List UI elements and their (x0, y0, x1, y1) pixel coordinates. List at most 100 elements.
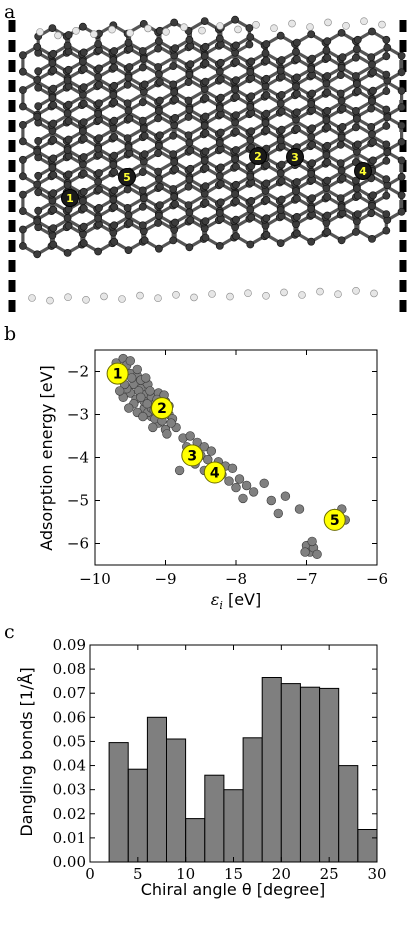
y-tick-label: 0.06 (53, 708, 86, 726)
hydrogen-atom (288, 19, 296, 28)
carbon-atom (292, 212, 301, 221)
bar (242, 737, 263, 863)
hydrogen-atom (378, 20, 386, 29)
carbon-atom (215, 139, 224, 147)
carbon-atom (382, 70, 391, 79)
hydrogen-atom (352, 286, 360, 295)
carbon-atom (353, 35, 362, 44)
carbon-atom (369, 86, 377, 95)
carbon-atom (63, 146, 72, 154)
scatter-point (234, 474, 245, 484)
carbon-atom (307, 100, 316, 108)
hydrogen-atom (64, 293, 72, 302)
carbon-atom (397, 156, 406, 165)
carbon-atom (277, 160, 286, 169)
carbon-atom (186, 164, 195, 173)
carbon-atom (110, 202, 119, 211)
carbon-atom (246, 172, 255, 181)
carbon-atom (124, 211, 133, 220)
carbon-atom (336, 89, 345, 98)
carbon-atom (171, 44, 179, 53)
carbon-atom (185, 138, 194, 147)
carbon-atom (49, 189, 58, 198)
bar (319, 687, 340, 863)
carbon-atom (215, 208, 224, 217)
carbon-atom (231, 15, 239, 24)
carbon-atom (95, 81, 103, 89)
carbon-atom (64, 221, 73, 230)
carbon-atom (292, 229, 301, 238)
carbon-atom (79, 83, 88, 92)
carbon-atom (337, 203, 346, 212)
carbon-atom (110, 186, 119, 195)
carbon-atom (308, 159, 316, 168)
carbon-atom (18, 121, 27, 129)
scatter-point (307, 536, 317, 547)
y-tick-label: −6 (67, 535, 89, 553)
carbon-atom (232, 41, 240, 50)
carbon-atom (246, 103, 255, 111)
carbon-atom (308, 194, 316, 202)
carbon-atom (64, 135, 73, 144)
carbon-atom (64, 117, 73, 126)
carbon-atom (154, 149, 162, 158)
hydrogen-atom (298, 291, 306, 299)
hydrogen-atom (280, 288, 288, 297)
bar (261, 677, 282, 863)
carbon-atom (322, 116, 331, 124)
x-tick-label: 25 (320, 865, 339, 883)
carbon-atom (110, 98, 119, 107)
bar (338, 765, 359, 863)
carbon-atom (323, 107, 332, 115)
carbon-atom (367, 104, 376, 113)
carbon-atom (201, 94, 210, 102)
carbon-atom (200, 121, 209, 130)
carbon-atom (63, 109, 72, 118)
carbon-atom (353, 191, 362, 200)
y-tick-label: −4 (67, 449, 89, 467)
carbon-atom (323, 88, 332, 97)
carbon-atom (186, 216, 195, 225)
hydrogen-atom (252, 20, 260, 29)
highlight-label: 3 (187, 448, 197, 464)
carbon-atom (307, 237, 316, 246)
carbon-atom (185, 243, 194, 252)
carbon-atom (155, 182, 164, 191)
carbon-atom (351, 107, 360, 115)
scatter-point (273, 508, 283, 519)
carbon-atom (79, 127, 87, 136)
carbon-atom (49, 205, 58, 214)
carbon-atom (308, 89, 316, 98)
carbon-atom (138, 168, 147, 176)
highlight-point-3 (181, 444, 204, 467)
carbon-atom (232, 127, 240, 136)
carbon-atom (216, 58, 225, 67)
carbon-atom (49, 224, 58, 232)
scatter-point (185, 431, 195, 441)
carbon-atom (397, 103, 406, 112)
carbon-atom (94, 177, 102, 186)
carbon-atom (276, 206, 285, 214)
carbon-atom (201, 198, 210, 207)
carbon-atom (49, 154, 58, 163)
hydrogen-atom (46, 296, 54, 305)
carbon-atom (247, 162, 256, 170)
carbon-atom (170, 88, 179, 97)
carbon-atom (262, 179, 271, 188)
carbon-atom (186, 60, 195, 69)
carbon-atom (123, 99, 132, 108)
carbon-atom (94, 247, 102, 256)
carbon-atom (123, 185, 132, 194)
hydrogen-atom (370, 289, 378, 298)
carbon-atom (48, 24, 57, 32)
carbon-atom (110, 116, 119, 125)
carbon-atom (34, 67, 43, 76)
carbon-atom (369, 191, 377, 200)
carbon-atom (79, 65, 88, 73)
carbon-atom (262, 74, 271, 83)
carbon-atom (95, 64, 103, 73)
carbon-atom (138, 63, 147, 72)
scatter-point (300, 547, 310, 557)
carbon-atom (64, 170, 73, 179)
carbon-atom (337, 63, 346, 72)
